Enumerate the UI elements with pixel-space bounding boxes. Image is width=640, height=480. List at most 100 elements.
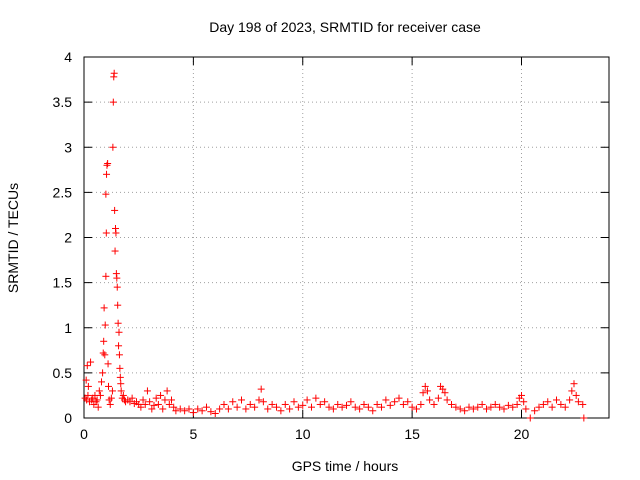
data-point xyxy=(308,403,315,411)
data-point xyxy=(561,403,569,411)
data-point xyxy=(430,400,438,408)
data-points xyxy=(81,69,588,422)
data-point xyxy=(321,398,329,406)
data-point xyxy=(116,364,124,372)
data-point xyxy=(513,400,521,408)
data-point xyxy=(423,387,431,395)
data-point xyxy=(115,351,123,359)
data-point xyxy=(544,398,552,406)
data-point xyxy=(233,403,241,411)
data-point xyxy=(103,161,111,169)
data-point xyxy=(566,396,574,404)
data-point xyxy=(176,405,184,413)
data-point xyxy=(290,398,298,406)
data-point xyxy=(487,403,495,411)
data-point xyxy=(452,403,460,411)
x-tick-label: 10 xyxy=(295,426,311,442)
data-point xyxy=(170,403,178,411)
data-point xyxy=(426,396,434,404)
data-point xyxy=(117,387,125,395)
data-point xyxy=(461,407,469,415)
data-point xyxy=(189,409,197,417)
data-point xyxy=(539,400,547,408)
data-point xyxy=(360,400,368,408)
data-point xyxy=(83,362,91,370)
y-tick-label: 0.5 xyxy=(53,365,73,381)
data-point xyxy=(343,401,350,409)
data-point xyxy=(334,400,342,408)
data-point xyxy=(100,304,108,312)
data-point xyxy=(382,396,390,404)
data-point xyxy=(143,387,151,395)
data-point xyxy=(109,143,117,151)
y-tick-label: 2.5 xyxy=(53,184,73,200)
data-point xyxy=(351,403,359,411)
data-point xyxy=(150,401,158,409)
data-point xyxy=(126,398,134,406)
data-point xyxy=(520,398,528,406)
data-point xyxy=(93,396,101,404)
data-point xyxy=(441,389,449,397)
data-point xyxy=(112,229,120,237)
data-point xyxy=(553,396,560,404)
data-point xyxy=(87,358,95,366)
data-point xyxy=(119,391,127,399)
data-point xyxy=(496,403,504,411)
data-point xyxy=(238,396,245,404)
data-point xyxy=(92,398,100,406)
data-point xyxy=(378,403,385,411)
data-point xyxy=(108,387,116,395)
x-axis-label: GPS time / hours xyxy=(292,458,399,474)
data-point xyxy=(399,400,407,408)
data-point xyxy=(522,405,530,413)
data-point xyxy=(99,349,107,357)
data-point xyxy=(181,407,189,415)
data-point xyxy=(434,394,442,402)
data-point xyxy=(165,400,173,408)
data-point xyxy=(114,319,122,327)
data-point xyxy=(574,398,582,406)
data-point xyxy=(419,389,427,397)
data-point xyxy=(157,391,165,399)
data-point xyxy=(325,403,333,411)
data-point xyxy=(364,403,372,411)
data-point xyxy=(161,396,169,404)
data-point xyxy=(417,400,425,408)
data-point xyxy=(84,391,92,399)
data-point xyxy=(294,403,302,411)
data-point xyxy=(277,407,285,415)
y-tick-label: 4 xyxy=(64,49,72,65)
chart-title: Day 198 of 2023, SRMTID for receiver cas… xyxy=(209,19,481,35)
data-point xyxy=(203,403,210,411)
data-point xyxy=(113,283,121,291)
data-point xyxy=(95,387,103,395)
data-point xyxy=(535,403,543,411)
data-point xyxy=(483,405,490,413)
data-point xyxy=(448,400,455,408)
data-point xyxy=(500,405,508,413)
data-point xyxy=(117,380,125,388)
data-point xyxy=(557,400,565,408)
data-point xyxy=(109,98,117,106)
data-point xyxy=(224,405,232,413)
data-point xyxy=(113,274,121,282)
data-point xyxy=(163,387,171,395)
x-tick-label: 15 xyxy=(404,426,420,442)
data-point xyxy=(329,405,337,413)
data-point xyxy=(106,400,114,408)
y-axis-label: SRMTID / TECUs xyxy=(5,183,21,293)
data-point xyxy=(456,405,464,413)
data-point xyxy=(141,400,149,408)
data-point xyxy=(408,403,416,411)
x-tick-label: 5 xyxy=(189,426,197,442)
data-point xyxy=(316,400,324,408)
data-point xyxy=(128,394,136,402)
data-point xyxy=(103,170,111,178)
data-point xyxy=(185,405,193,413)
data-point xyxy=(111,247,119,255)
data-point xyxy=(572,391,580,399)
data-point xyxy=(251,403,259,411)
data-point xyxy=(220,400,228,408)
data-point xyxy=(286,405,294,413)
data-point xyxy=(264,405,272,413)
